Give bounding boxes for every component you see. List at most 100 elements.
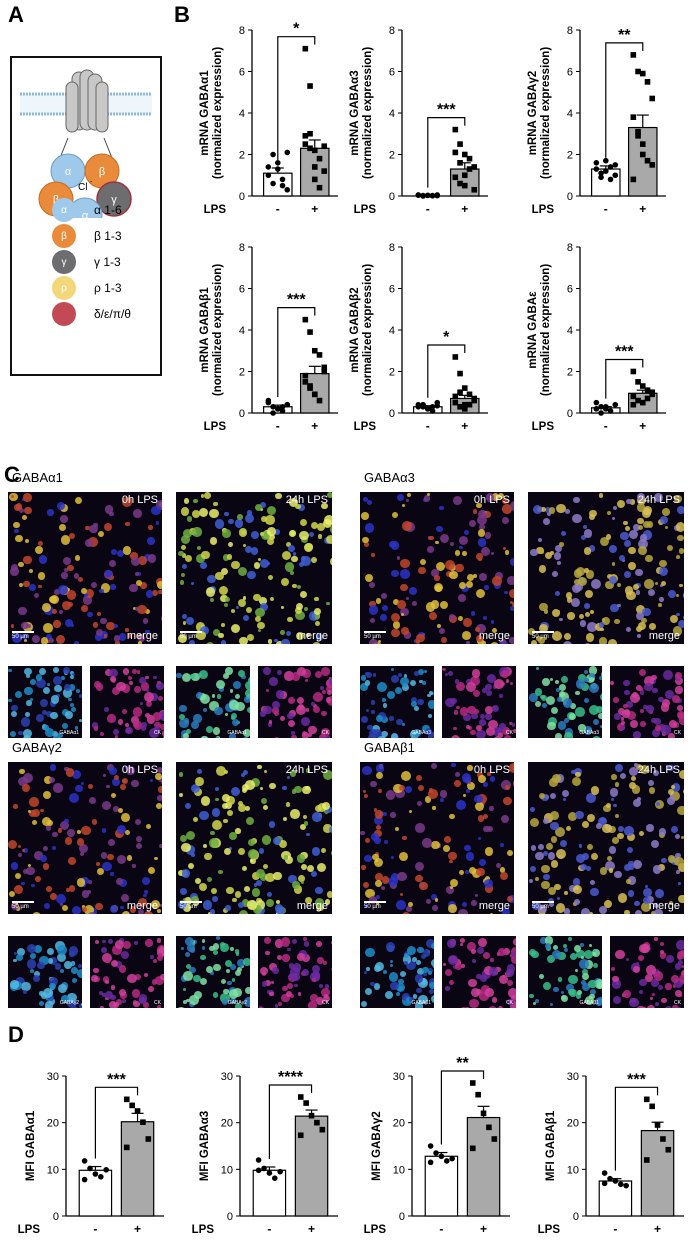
cell-stain [547,721,557,731]
x-category-label: + [311,202,318,216]
cell-stain [49,764,56,771]
cell-stain [370,832,380,842]
cell-stain [502,727,511,736]
cell-stain [238,902,245,909]
data-point [134,1108,141,1114]
cell-stain [27,809,32,814]
cell-stain [138,555,148,565]
cell-stain [451,762,456,768]
cell-stain [143,691,154,702]
cell-stain [602,823,612,834]
time-label: 24h LPS [637,764,680,776]
cell-stain [199,626,210,636]
cell-stain [99,588,104,594]
y-tick-label: 6 [567,67,573,79]
cell-stain [156,802,162,809]
data-point [307,383,313,389]
cell-stain [67,829,75,837]
cell-stain [550,811,560,820]
cell-stain [417,801,423,806]
cell-stain [651,687,658,694]
bar [591,407,621,414]
cell-stain [583,529,593,538]
cell-stain [54,684,62,693]
cell-stain [21,882,25,886]
cell-stain [364,672,369,677]
cell-stain [435,540,439,545]
significance-bracket [277,36,316,160]
cell-stain [108,767,117,776]
cell-stain [611,774,617,780]
cell-stain [314,670,322,678]
cell-stain [182,529,193,539]
cell-stain [390,812,396,818]
cell-stain [222,553,230,561]
cell-stain [572,878,581,887]
cell-stain [600,627,604,632]
data-point [261,1165,267,1172]
y-tick-label: 4 [389,325,395,337]
data-point [420,193,426,199]
cell-stain [275,493,282,500]
cell-stain [364,794,369,799]
cell-stain [22,734,31,738]
cell-stain [587,843,594,851]
cell-stain [633,731,641,738]
cell-stain [111,549,118,556]
cell-stain [477,514,488,525]
cell-stain [227,554,233,560]
bar [591,168,621,197]
cell-stain [659,941,665,946]
micrograph-thumbnail: GABAα3 [360,666,434,738]
cell-stain [44,776,53,785]
cell-stain [554,826,565,837]
cell-stain [202,708,207,713]
cell-stain [471,900,477,906]
cell-stain [261,981,267,987]
cell-stain [52,676,62,686]
cell-stain [305,632,311,638]
x-category-label: + [654,1222,661,1236]
cell-stain [120,951,129,960]
cell-stain [476,502,482,508]
cell-stain [106,621,115,631]
legend-label: γ 1-3 [94,255,121,269]
y-tick-label: 2 [239,150,245,162]
cell-stain [316,940,323,948]
cell-stain [144,554,151,561]
cell-stain [371,724,380,733]
cell-stain [480,975,487,983]
cell-stain [646,705,654,713]
cell-stain [70,623,75,628]
cell-stain [289,993,294,998]
cell-stain [635,590,640,595]
cell-stain [534,851,544,861]
x-axis-label: LPS [204,204,227,216]
cell-stain [454,550,461,557]
cell-stain [501,815,510,824]
cell-stain [364,680,371,686]
cell-stain [659,597,664,602]
cell-stain [590,786,600,795]
cell-stain [125,723,129,727]
channel-label: CK [322,730,329,736]
cell-stain [158,952,162,957]
cell-stain [11,624,15,628]
cell-stain [322,961,327,966]
cell-stain [224,769,229,774]
cell-stain [113,774,119,780]
cell-stain [81,890,90,898]
cell-stain [313,608,321,616]
cell-stain [206,965,214,973]
cell-stain [301,954,310,963]
cell-stain [82,595,93,605]
cell-stain [265,979,272,987]
cell-stain [286,775,291,779]
cell-stain [157,955,164,962]
cell-stain [610,681,614,685]
data-point [427,1159,434,1166]
cell-stain [214,706,223,716]
y-tick-label: 10 [221,1164,233,1176]
cell-stain [218,632,224,639]
cell-stain [279,716,285,722]
